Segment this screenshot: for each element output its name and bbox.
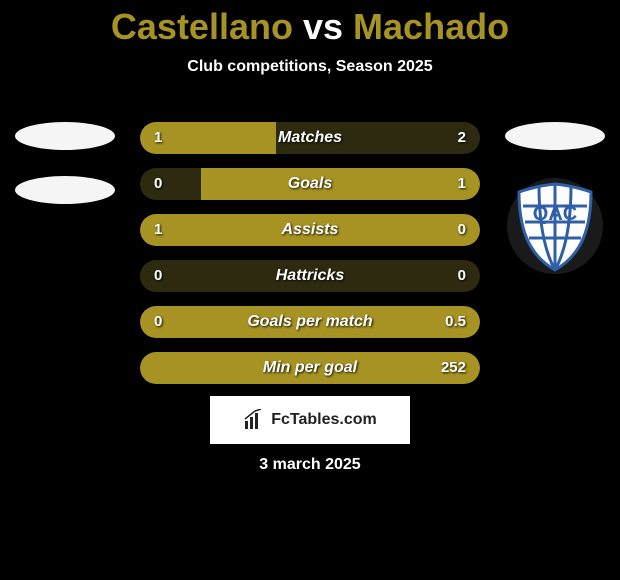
right-badges-column: QAC [500, 122, 610, 276]
shield-icon: QAC [505, 176, 605, 276]
shield-letters: QAC [533, 203, 577, 225]
stat-row: Hattricks0 0 [140, 260, 480, 292]
fctables-icon [243, 409, 265, 431]
player1-name: Castellano [111, 6, 293, 47]
club-shield-badge: QAC [505, 176, 605, 276]
stat-value-left: 1 [154, 122, 162, 154]
date-label: 3 march 2025 [0, 456, 620, 474]
stat-row: Goals0 1 [140, 168, 480, 200]
stat-value-right: 0 [458, 260, 466, 292]
stat-row: Goals per match0 0.5 [140, 306, 480, 338]
stat-value-right: 1 [458, 168, 466, 200]
player2-name: Machado [353, 6, 509, 47]
stat-value-right: 0.5 [445, 306, 466, 338]
stat-value-right: 252 [441, 352, 466, 384]
stats-rows: Matches12Goals01Assists10Hattricks00Goal… [140, 122, 480, 398]
stat-label: Goals per match [140, 306, 480, 338]
stat-label: Goals [140, 168, 480, 200]
stat-label: Assists [140, 214, 480, 246]
stat-value-left: 0 [154, 260, 162, 292]
stat-label: Min per goal [140, 352, 480, 384]
stat-row: Assists1 0 [140, 214, 480, 246]
subtitle: Club competitions, Season 2025 [0, 58, 620, 76]
comparison-card: Castellano vs Machado Club competitions,… [0, 0, 620, 580]
fctables-watermark: FcTables.com [210, 396, 410, 444]
stat-value-right: 0 [458, 214, 466, 246]
stat-label: Matches [140, 122, 480, 154]
team-badge-placeholder [505, 122, 605, 150]
stat-label: Hattricks [140, 260, 480, 292]
stat-value-left: 0 [154, 306, 162, 338]
stat-value-right: 2 [458, 122, 466, 154]
stat-row: Min per goal252 [140, 352, 480, 384]
team-badge-placeholder [15, 176, 115, 204]
fctables-label: FcTables.com [271, 411, 377, 429]
left-badges-column [10, 122, 120, 230]
page-title: Castellano vs Machado [0, 0, 620, 48]
stat-row: Matches1 2 [140, 122, 480, 154]
stat-value-left: 1 [154, 214, 162, 246]
vs-separator: vs [303, 6, 343, 47]
stat-value-left: 0 [154, 168, 162, 200]
team-badge-placeholder [15, 122, 115, 150]
